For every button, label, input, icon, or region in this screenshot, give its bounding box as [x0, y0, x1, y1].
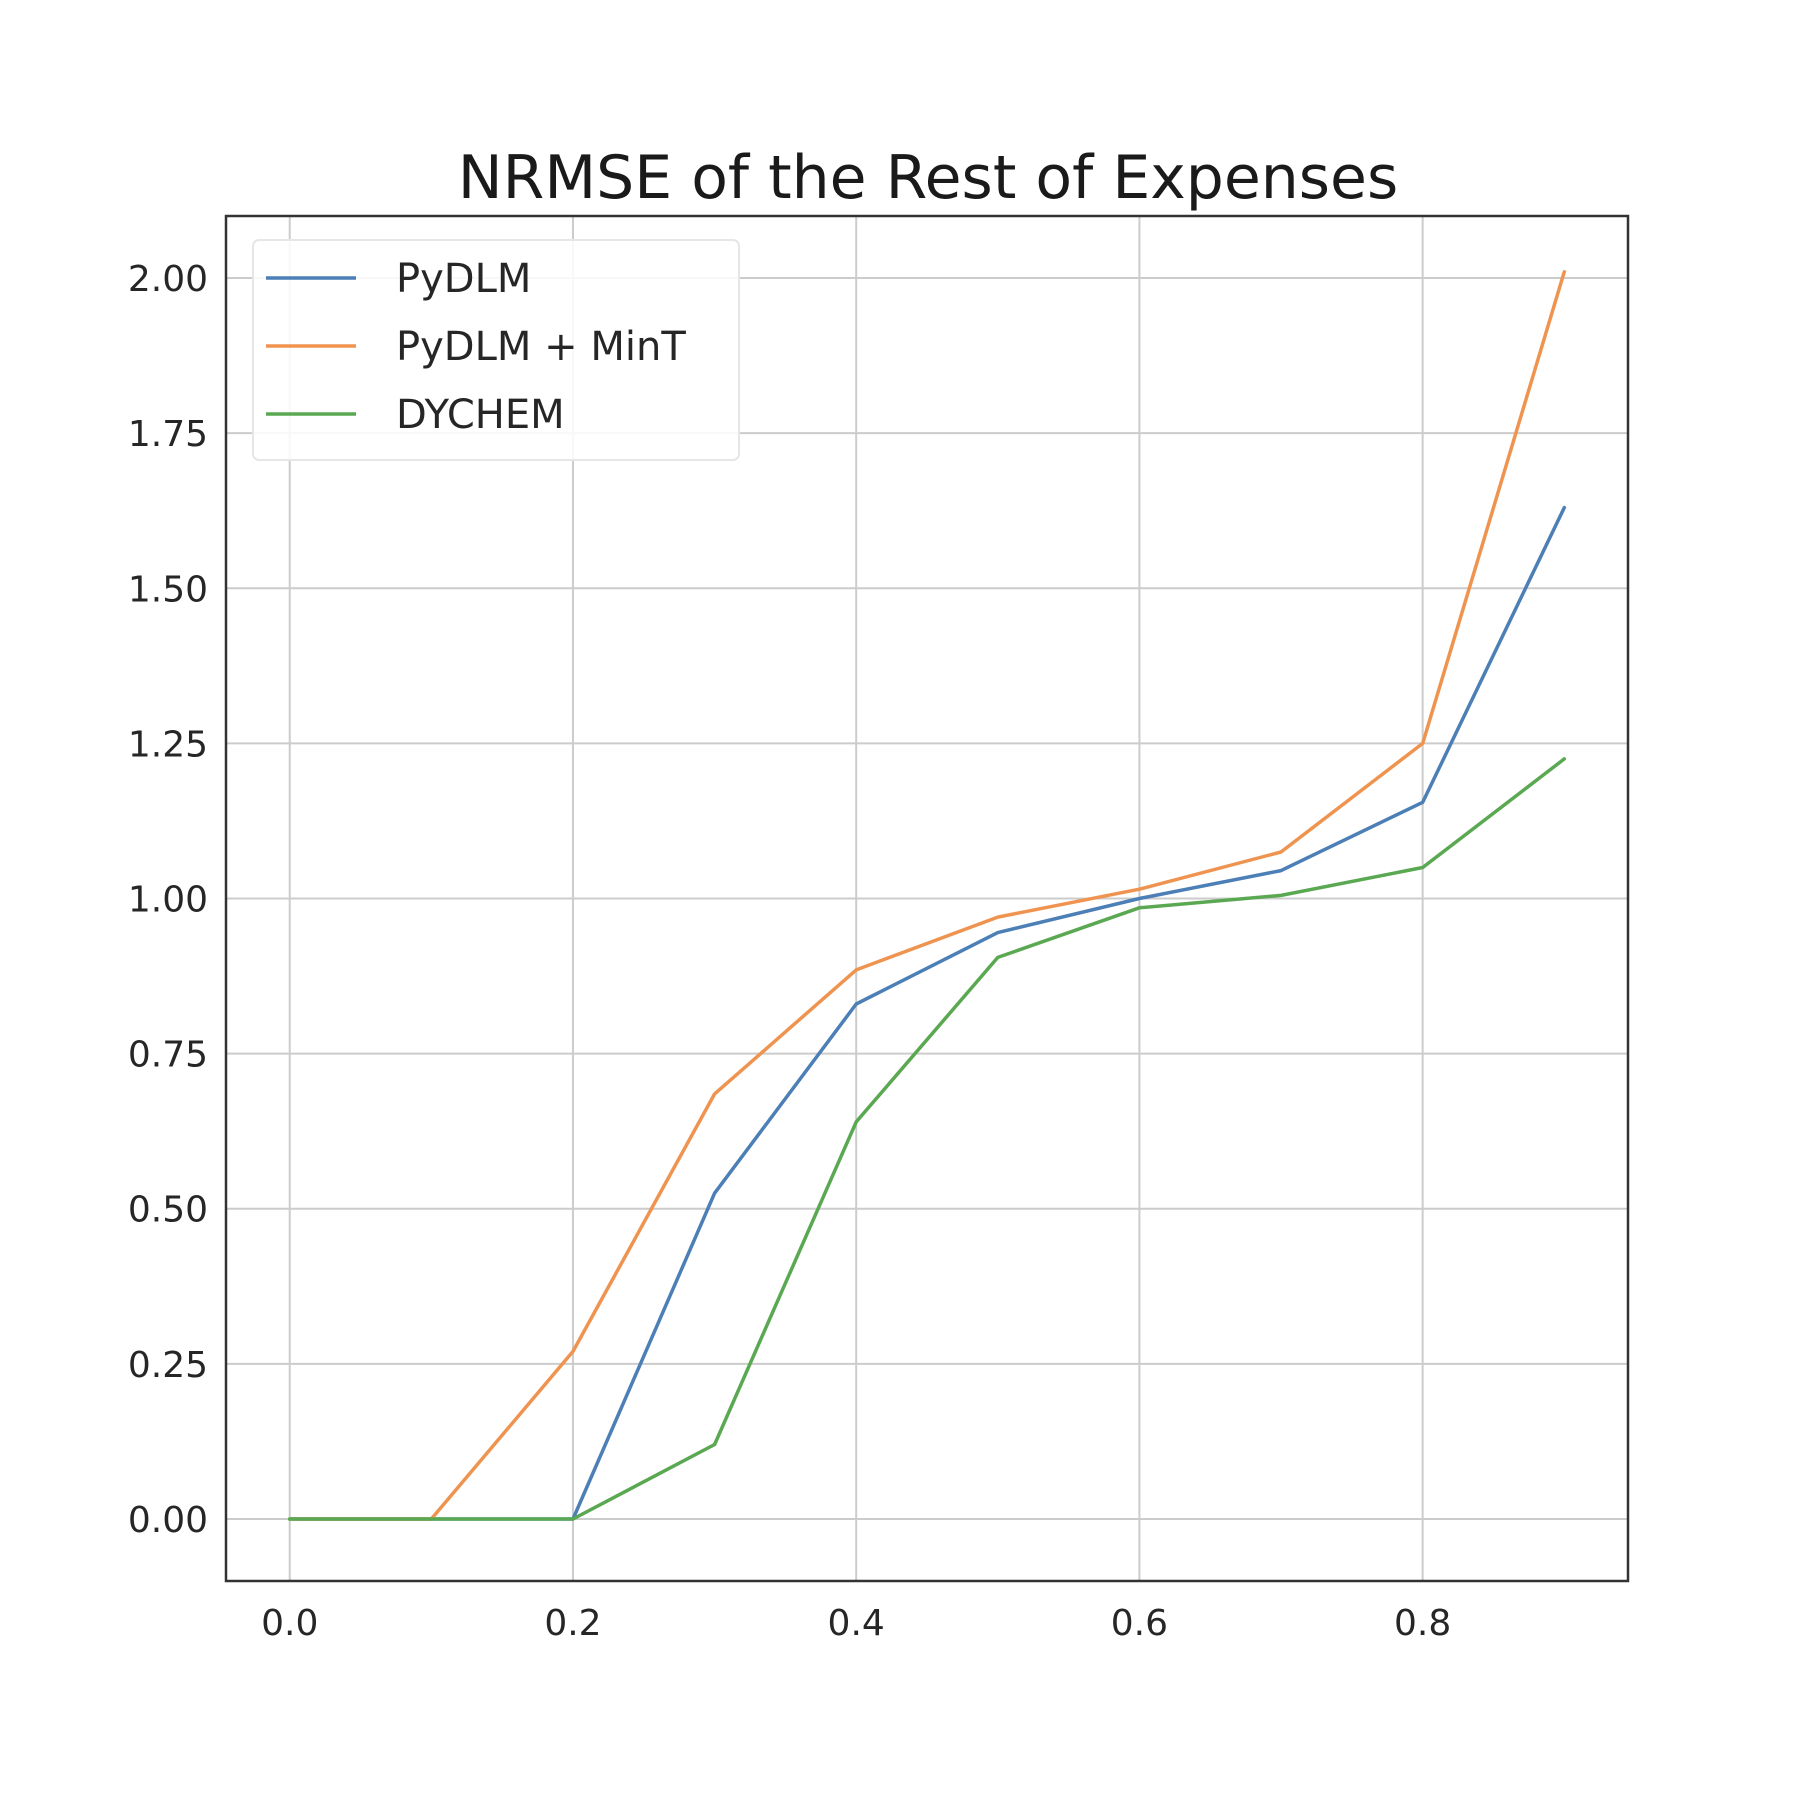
legend-label: PyDLM + MinT — [396, 324, 686, 370]
series-line-dychem — [287, 757, 1567, 1521]
y-tick-label: 0.75 — [128, 1035, 208, 1076]
x-tick-label: 0.6 — [1111, 1603, 1168, 1644]
x-tick-label: 0.0 — [261, 1603, 318, 1644]
y-tick-label: 1.00 — [128, 880, 208, 921]
plot-frame — [224, 214, 1630, 1583]
y-tick-label: 0.50 — [128, 1190, 208, 1231]
y-tick-label: 0.00 — [128, 1500, 208, 1541]
x-tick-label: 0.2 — [544, 1603, 601, 1644]
y-axis-ticks: 0.00 0.25 0.50 0.75 1.00 1.25 1.50 1.75 2.00 — [128, 259, 208, 1541]
x-tick-label: 0.4 — [828, 1603, 885, 1644]
y-tick-label: 0.25 — [128, 1345, 208, 1386]
chart-title: NRMSE of the Rest of Expenses — [458, 143, 1398, 213]
legend-box — [252, 239, 740, 461]
series-lines — [287, 270, 1567, 1521]
legend-label: DYCHEM — [396, 392, 565, 438]
series-line-pydlm — [287, 505, 1567, 1521]
legend: PyDLM PyDLM + MinT DYCHEM — [252, 239, 740, 461]
y-tick-label: 1.75 — [128, 414, 208, 455]
series-line-pydlm-mint — [287, 270, 1567, 1521]
x-axis-ticks: 0.0 0.2 0.4 0.6 0.8 — [261, 1603, 1451, 1644]
y-tick-label: 1.50 — [128, 569, 208, 610]
y-tick-label: 1.25 — [128, 724, 208, 765]
y-tick-label: 2.00 — [128, 259, 208, 300]
legend-label: PyDLM — [396, 256, 531, 302]
x-tick-label: 0.8 — [1394, 1603, 1451, 1644]
